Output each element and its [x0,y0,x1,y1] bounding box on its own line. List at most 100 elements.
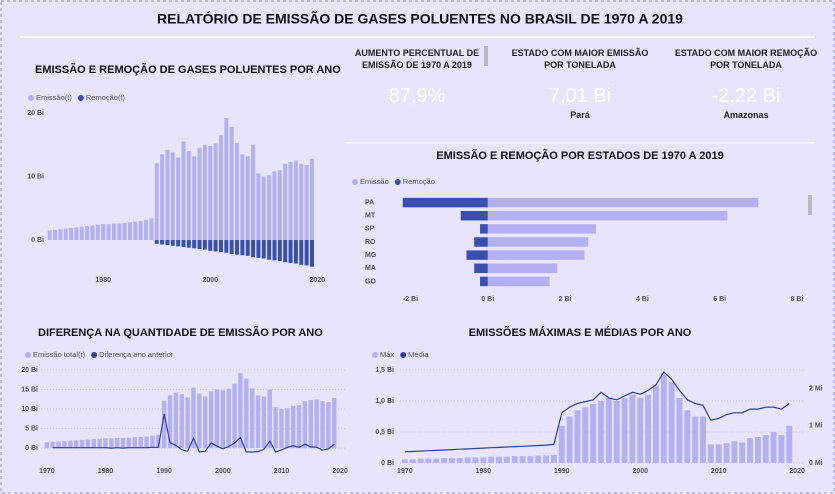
bar [256,173,261,241]
bar [487,276,550,287]
bar [267,240,272,260]
y-tick-label: RO [365,239,376,246]
bar [480,457,487,463]
bar [120,437,126,449]
bar [213,240,218,252]
bar [402,197,488,208]
bar [566,416,573,463]
line [52,413,335,453]
x-tick-label: 1980 [95,277,111,284]
bar [165,149,170,241]
bar [50,441,55,449]
kpi-sub: Amazonas [723,110,769,120]
bar [144,436,149,449]
bar [302,401,308,449]
bar [309,158,314,241]
bar [122,222,127,241]
kpi-label: AUMENTO PERCENTUAL DE EMISSÃO DE 1970 A … [354,48,480,70]
bar [235,142,240,241]
legend-label: Emissão(t) [36,93,72,102]
x-tick-label: 4 Bi [636,296,649,303]
bar [285,408,290,449]
y-tick-label: 0 Bi [381,460,394,467]
bar [754,436,761,463]
bar [218,240,223,253]
legend-marker [77,95,84,101]
bar [511,456,518,463]
bar [747,438,754,463]
bar [261,176,266,241]
bar [181,141,186,241]
bar [138,436,143,449]
bar [684,410,691,463]
bar [629,394,636,463]
x-tick-label: 1980 [98,468,114,475]
x-tick-label: 0 Bi [481,296,494,303]
bar [762,435,769,463]
y2-tick-label: 1 Mi [809,423,823,430]
bar [332,398,337,449]
bar [574,410,581,463]
bar [621,397,628,463]
bar [731,441,738,463]
x-tick-label: 2010 [274,468,290,475]
bar [778,435,785,463]
x-tick-label: -2 Bi [403,296,418,303]
x-tick-label: 8 Bi [791,296,804,303]
x-tick-label: 1980 [476,468,492,475]
bar [660,373,667,463]
bar [127,222,132,241]
bar [496,456,502,463]
y-tick-label: 10 Bi [27,173,44,180]
bar [692,416,699,463]
y-tick-label: 20 Bi [21,367,38,374]
bar [117,223,122,241]
bar [133,221,138,241]
bar [173,392,179,449]
bar [244,378,249,449]
bar [109,438,114,449]
bar [218,135,223,241]
bar [208,240,213,251]
line [404,370,790,453]
y-tick-label: GO [365,278,376,285]
x-tick-label: 2020 [332,468,348,475]
bar [261,396,267,449]
legend-label: Remoção [403,177,435,186]
bar [503,456,510,463]
bar [637,397,644,463]
legend-marker [352,179,358,185]
bar [519,456,526,463]
bar [240,240,245,256]
bar [202,240,207,250]
bar [256,240,261,258]
bar [487,237,589,247]
bar [456,458,463,463]
y2-tick-label: 0 Mi [809,460,823,467]
bar [487,197,759,208]
bar [255,395,261,449]
x-tick-label: 2000 [215,468,231,475]
bar [68,440,73,449]
bar [170,240,175,246]
bar [203,396,208,449]
bar [582,407,589,463]
bar [425,458,432,463]
scrollbar[interactable] [808,195,812,215]
bar [58,229,63,241]
bar [185,397,190,449]
bar [53,229,58,241]
bar [645,394,652,463]
bar [95,224,100,241]
legend-label: Diferença ano anterior [99,350,174,359]
bar [238,373,243,449]
bar [433,458,440,463]
bar [191,387,196,449]
bar [474,237,488,247]
bar [527,456,534,463]
kpi-card: ESTADO COM MAIOR EMISSÃO POR TONELADA 7,… [505,47,655,120]
bar [488,456,495,463]
bar [74,227,79,241]
